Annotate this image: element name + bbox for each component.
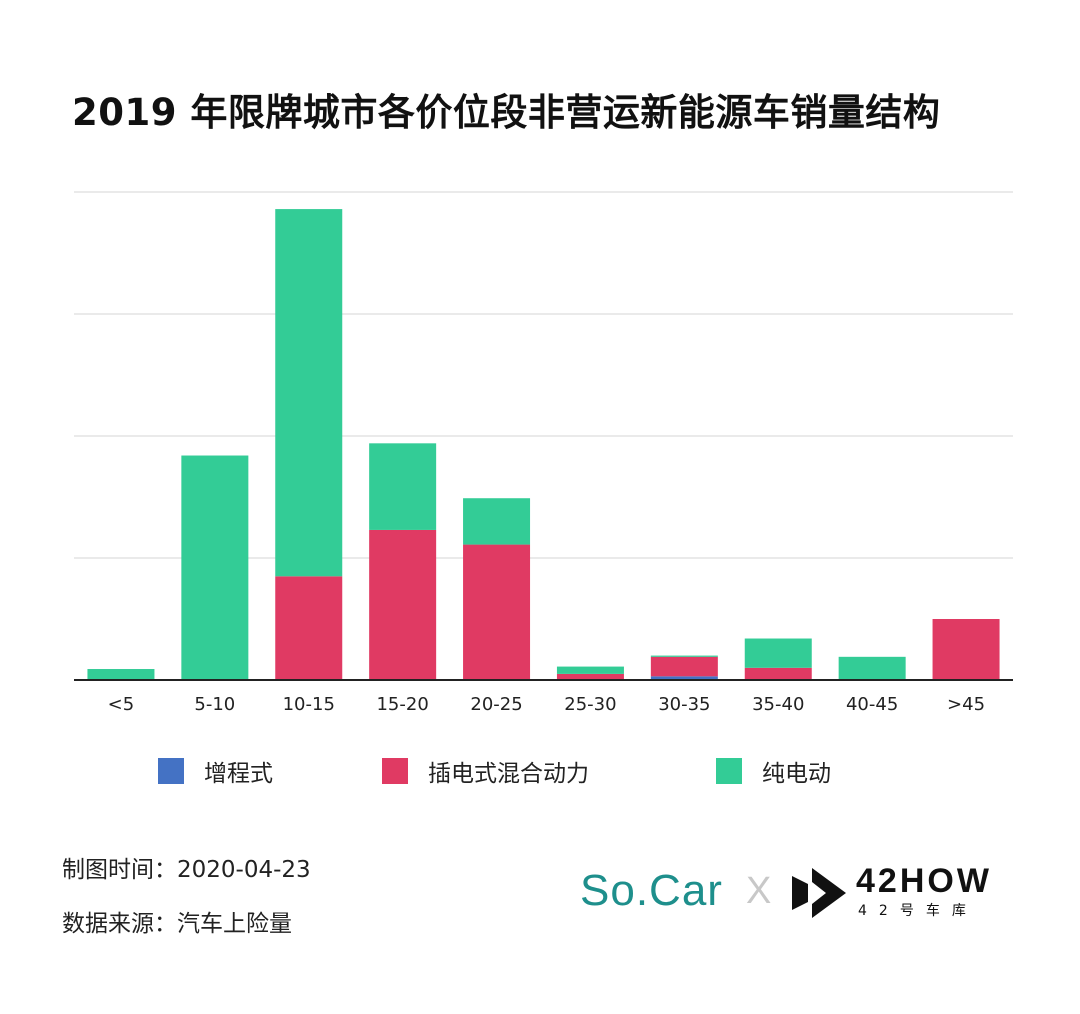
chart-title: 2019 年限牌城市各价位段非营运新能源车销量结构 (72, 91, 941, 134)
bar-segment (556, 673, 624, 680)
legend-label: 纯电动 (762, 761, 831, 787)
bar-segment (650, 676, 718, 680)
legend-label: 增程式 (204, 761, 273, 787)
x-tick-label: 5-10 (194, 694, 235, 715)
bar-segment (744, 667, 812, 680)
legend-swatch (382, 758, 408, 784)
x-tick-label: 30-35 (658, 694, 710, 715)
bar-segment (556, 666, 624, 674)
legend-item: 增程式 (158, 754, 273, 788)
x-tick-label: 10-15 (283, 694, 335, 715)
x-tick-label: >45 (947, 694, 985, 715)
bar-segment (744, 638, 812, 668)
x-tick-label: 35-40 (752, 694, 804, 715)
x-tick-labels: <5 5-10 10-15 15-20 20-25 25-30 30-35 35-40 40-4… (108, 694, 985, 715)
legend-item: 纯电动 (716, 754, 831, 788)
42how-mark-icon (792, 868, 846, 918)
legend-label: 插电式混合动力 (428, 761, 589, 787)
bar-segment (650, 656, 718, 677)
data-source: 数据来源：汽车上险量 (62, 911, 292, 937)
bars (87, 209, 1000, 680)
legend-item: 插电式混合动力 (382, 754, 589, 788)
socar-logo: So.Car (580, 866, 723, 915)
bar-segment (650, 655, 718, 657)
x-tick-label: 20-25 (470, 694, 522, 715)
legend-swatch (158, 758, 184, 784)
logo-separator: X (746, 870, 772, 912)
bar-segment (87, 669, 155, 680)
bar-segment (369, 443, 437, 530)
x-tick-label: 25-30 (564, 694, 616, 715)
legend: 增程式 插电式混合动力 纯电动 (0, 754, 1080, 788)
bar-segment (369, 529, 437, 680)
legend-swatch (716, 758, 742, 784)
x-tick-label: 15-20 (376, 694, 428, 715)
x-tick-label: 40-45 (846, 694, 898, 715)
bar-segment (463, 544, 531, 680)
bar-segment (463, 498, 531, 545)
42how-logo-text: 42HOW (856, 862, 992, 900)
bar-segment (275, 209, 343, 577)
bar-segment (275, 576, 343, 680)
brand-logos: So.Car X 42HOW 42号车库 (580, 862, 1020, 922)
bar-segment (181, 455, 249, 680)
stacked-bar-chart: <5 5-10 10-15 15-20 20-25 25-30 30-35 35-40 40-4… (74, 191, 1013, 715)
bar-segment (838, 656, 906, 680)
42how-logo-subtext: 42号车库 (858, 903, 978, 919)
chart-date: 制图时间：2020-04-23 (62, 857, 311, 883)
bar-segment (932, 619, 1000, 680)
x-tick-label: <5 (108, 694, 135, 715)
